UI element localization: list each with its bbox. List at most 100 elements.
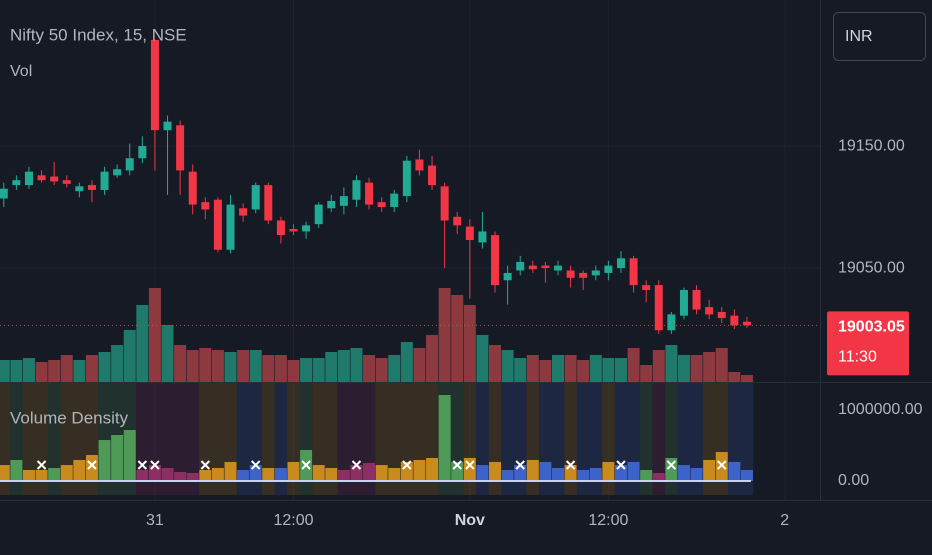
candle-body: [289, 229, 298, 232]
candle-body: [138, 146, 147, 159]
candle-body: [478, 231, 487, 243]
candle-body: [37, 175, 46, 181]
density-background: [236, 383, 250, 495]
candle-body: [616, 258, 625, 269]
volume-bar: [602, 358, 615, 382]
density-background: [551, 383, 565, 495]
countdown-label: 11:30: [838, 349, 877, 366]
signal-marker: [616, 460, 626, 470]
candle-body: [213, 199, 222, 250]
last-price-label: 19003.05: [838, 319, 905, 336]
signal-stroke: [87, 460, 97, 470]
candle-body: [742, 321, 751, 326]
candle-body: [528, 265, 537, 270]
candle-body: [100, 171, 109, 190]
volume-bar: [174, 345, 187, 382]
candle-body: [705, 307, 714, 315]
volume-bar: [363, 355, 376, 382]
density-bar: [249, 465, 262, 482]
density-bar: [715, 452, 728, 482]
signal-marker: [452, 460, 462, 470]
signal-stroke: [150, 460, 160, 470]
signal-marker: [150, 460, 160, 470]
signal-stroke: [351, 460, 362, 470]
density-background: [387, 383, 401, 495]
candle-body: [113, 169, 122, 176]
volume-bar: [300, 358, 313, 382]
volume-bar: [211, 350, 224, 382]
volume-bar: [123, 330, 136, 382]
volume-bar: [552, 355, 565, 382]
candle-body: [717, 311, 726, 319]
candle-body: [251, 185, 260, 210]
volume-bar: [350, 348, 363, 382]
signal-marker: [402, 460, 412, 470]
candle-body: [440, 186, 449, 221]
candle-body: [339, 196, 348, 206]
volume-bar: [426, 335, 439, 382]
density-bar: [98, 440, 111, 482]
chart-title: Nifty 50 Index, 15, NSE: [10, 25, 187, 44]
density-bar: [148, 465, 161, 482]
signal-marker: [351, 460, 362, 470]
density-bar: [0, 465, 10, 482]
volume-bar: [740, 375, 753, 382]
volume-bar: [199, 348, 212, 382]
volume-bar: [577, 360, 590, 382]
signal-stroke: [666, 460, 677, 470]
currency[interactable]: INR: [845, 28, 873, 45]
signal-marker: [137, 460, 148, 470]
volume-bar: [715, 348, 728, 382]
signal-stroke: [250, 460, 261, 470]
density-bar: [526, 459, 539, 482]
candle-body: [415, 159, 424, 171]
candle-body: [327, 200, 336, 209]
density-bar: [211, 468, 224, 482]
density-background: [639, 383, 653, 495]
candle-body: [150, 39, 159, 131]
volume-bar: [161, 325, 174, 382]
volume-bar: [337, 350, 350, 382]
candle-body: [12, 180, 21, 186]
density-bar: [677, 465, 690, 482]
density-bar: [262, 468, 275, 482]
candle-body: [87, 185, 96, 190]
volume-bar: [48, 360, 61, 382]
candle-body: [239, 208, 248, 216]
volume-bar: [400, 342, 413, 382]
currency-button[interactable]: [833, 12, 926, 61]
volume-bar: [690, 355, 703, 382]
x-tick-label: 12:00: [588, 512, 628, 529]
candle-body: [566, 270, 575, 278]
density-bar: [589, 468, 602, 482]
volume-bar: [249, 350, 262, 382]
x-tick-label: 31: [146, 512, 164, 529]
candle-body: [453, 216, 462, 226]
volume-bar: [325, 352, 338, 382]
y-tick-label: 19050.00: [838, 259, 905, 276]
candle-body: [402, 160, 411, 197]
volume-bar: [526, 355, 539, 382]
candle-body: [75, 186, 84, 192]
volume-bar: [136, 305, 149, 382]
signal-stroke: [200, 460, 211, 470]
candle-body: [176, 125, 185, 171]
volume-bar: [514, 358, 527, 382]
density-bar: [237, 470, 250, 482]
volume-bar: [224, 352, 237, 382]
density-bar: [363, 462, 376, 482]
density-bar: [690, 468, 703, 482]
volume-bar: [463, 305, 476, 382]
volume-bar: [665, 345, 678, 382]
volume-bar: [60, 355, 73, 382]
volume-bar: [10, 360, 23, 382]
signal-stroke: [402, 460, 412, 470]
plot: [0, 39, 820, 495]
density-background: [22, 383, 36, 495]
volume-bar: [287, 360, 300, 382]
volume-bar: [614, 358, 627, 382]
x-tick-label: 2: [780, 512, 789, 529]
candle-body: [24, 171, 33, 186]
candle-body: [377, 202, 386, 208]
